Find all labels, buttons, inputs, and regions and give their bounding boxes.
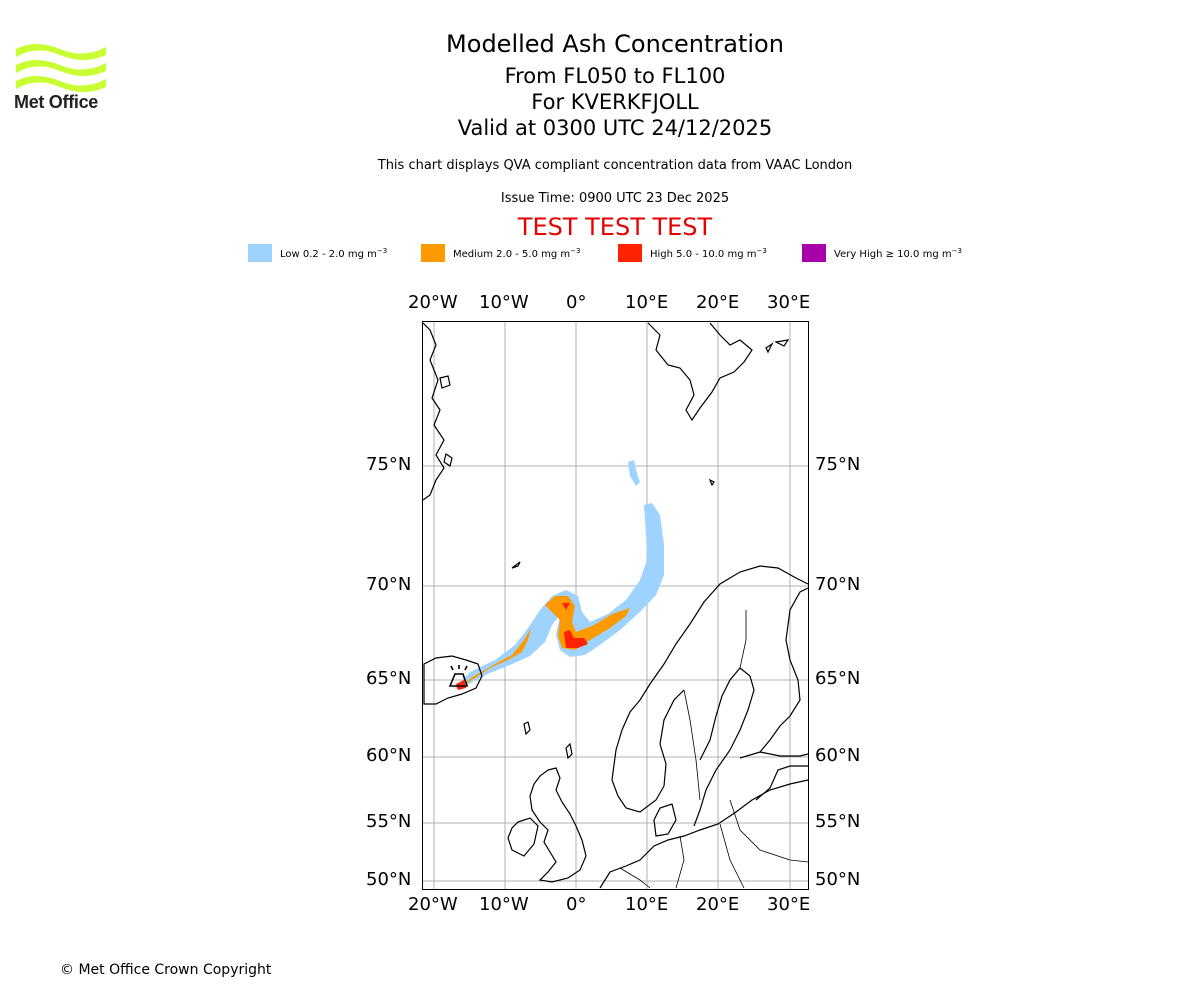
lat-label-right: 60°N (815, 745, 861, 766)
lon-label-top: 30°E (767, 292, 811, 313)
legend-swatch-medium (421, 244, 445, 262)
ash-low-patch (628, 460, 640, 486)
lon-label-top: 10°W (479, 292, 529, 313)
legend-label-high: High 5.0 - 10.0 mg m (650, 248, 757, 260)
lon-label-top: 20°E (696, 292, 740, 313)
great-britain-coast (529, 767, 587, 883)
legend-high: High 5.0 - 10.0 mg m−3 (618, 244, 767, 262)
copyright: © Met Office Crown Copyright (60, 962, 272, 978)
lat-label-right: 70°N (815, 574, 861, 595)
legend-low: Low 0.2 - 2.0 mg m−3 (248, 244, 387, 262)
ash-plume (455, 460, 664, 690)
logo-text: Met Office (14, 92, 99, 112)
legend-medium: Medium 2.0 - 5.0 mg m−3 (421, 244, 580, 262)
ash-high-region (564, 630, 588, 648)
lon-label-bottom: 30°E (767, 894, 811, 915)
norway-south-coast (611, 689, 685, 813)
lon-label-bottom: 20°E (696, 894, 740, 915)
ash-high-vent (456, 680, 466, 690)
graticule (423, 322, 808, 889)
denmark-coast (653, 803, 677, 837)
test-banner: TEST TEST TEST (517, 213, 713, 241)
scandinavia-coast (611, 565, 809, 781)
volcano-name: For KVERKFJOLL (531, 90, 699, 114)
lat-label-left: 60°N (366, 745, 412, 766)
flight-levels: From FL050 to FL100 (504, 64, 726, 88)
legend-swatch-low (248, 244, 272, 262)
legend-very-high: Very High ≥ 10.0 mg m−3 (802, 244, 962, 262)
legend-label-medium: Medium 2.0 - 5.0 mg m (453, 248, 571, 260)
ash-high-spot (562, 603, 570, 610)
borders (619, 610, 809, 889)
chart-description: This chart displays QVA compliant concen… (377, 158, 853, 173)
valid-time: Valid at 0300 UTC 24/12/2025 (457, 116, 773, 140)
legend-swatch-very-high (802, 244, 826, 262)
legend-label-low: Low 0.2 - 2.0 mg m (280, 248, 377, 260)
continent-coast (599, 779, 809, 889)
map-frame (422, 321, 809, 890)
faroe-islands (523, 721, 531, 736)
lat-label-left: 75°N (366, 454, 412, 475)
lon-label-top: 10°E (625, 292, 669, 313)
lon-label-top: 0° (566, 292, 587, 313)
lon-label-bottom: 20°W (408, 894, 458, 915)
iceland-coast (423, 655, 483, 705)
issue-time: Issue Time: 0900 UTC 23 Dec 2025 (500, 191, 730, 206)
lat-label-right: 55°N (815, 811, 861, 832)
met-office-logo (16, 44, 106, 92)
lat-label-right: 50°N (815, 869, 861, 890)
legend-label-very-high: Very High ≥ 10.0 mg m (834, 248, 952, 260)
lon-label-top: 20°W (408, 292, 458, 313)
lat-label-left: 55°N (366, 811, 412, 832)
gulf-of-finland (739, 751, 809, 759)
lat-label-left: 65°N (366, 668, 412, 689)
lon-label-bottom: 0° (566, 894, 587, 915)
shetland-coast (565, 742, 573, 760)
svalbard-islands (708, 339, 790, 487)
lat-label-right: 65°N (815, 668, 861, 689)
legend-swatch-high (618, 244, 642, 262)
lat-label-right: 75°N (815, 454, 861, 475)
ireland-coast (507, 817, 539, 857)
greenland-coast (422, 322, 445, 501)
baltic-coast (693, 667, 755, 827)
svalbard-coast (647, 322, 753, 422)
lon-label-bottom: 10°E (625, 894, 669, 915)
greenland-islands (439, 375, 453, 467)
chart-title: Modelled Ash Concentration (446, 30, 784, 58)
coastlines (422, 322, 809, 889)
lon-label-bottom: 10°W (479, 894, 529, 915)
baltic-states (755, 765, 808, 801)
volcano-marker (448, 665, 469, 687)
jan-mayen (511, 561, 521, 569)
lat-label-left: 50°N (366, 869, 412, 890)
lat-label-left: 70°N (366, 574, 412, 595)
finland-coast (759, 587, 809, 753)
